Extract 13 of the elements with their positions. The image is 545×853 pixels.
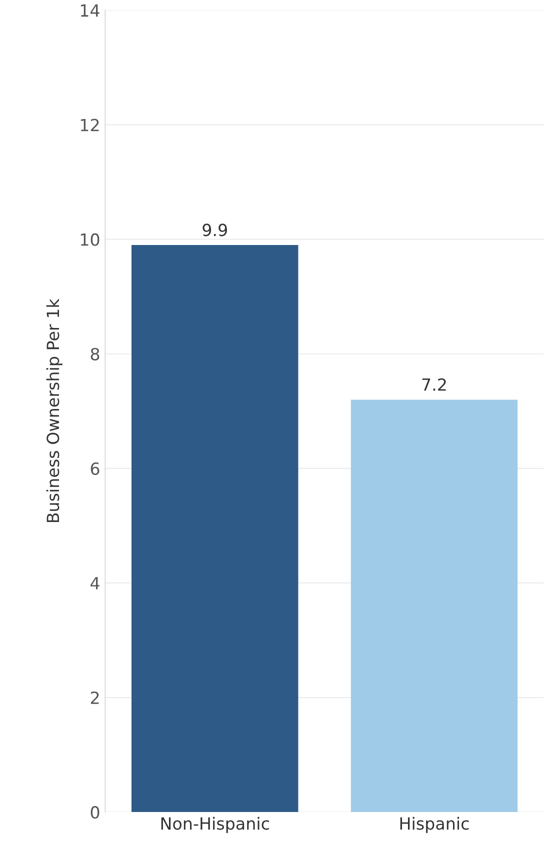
y-tick-label: 2 xyxy=(90,691,99,704)
x-tick-label: Non-Hispanic xyxy=(161,816,269,834)
y-tick-label: 6 xyxy=(90,462,100,475)
y-tick-label: 4 xyxy=(90,577,100,590)
y-tick-label: 12 xyxy=(80,118,99,132)
y-axis-title: Business Ownership Per 1k xyxy=(46,298,62,522)
y-tick-label: 14 xyxy=(80,4,100,17)
y-tick-label: 10 xyxy=(80,233,100,246)
x-tick-label: Hispanic xyxy=(400,816,469,834)
data-label: 7.2 xyxy=(422,378,446,391)
data-label: 9.9 xyxy=(202,224,227,236)
y-tick-label: 0 xyxy=(90,806,100,819)
y-tick-label: 8 xyxy=(90,348,100,360)
